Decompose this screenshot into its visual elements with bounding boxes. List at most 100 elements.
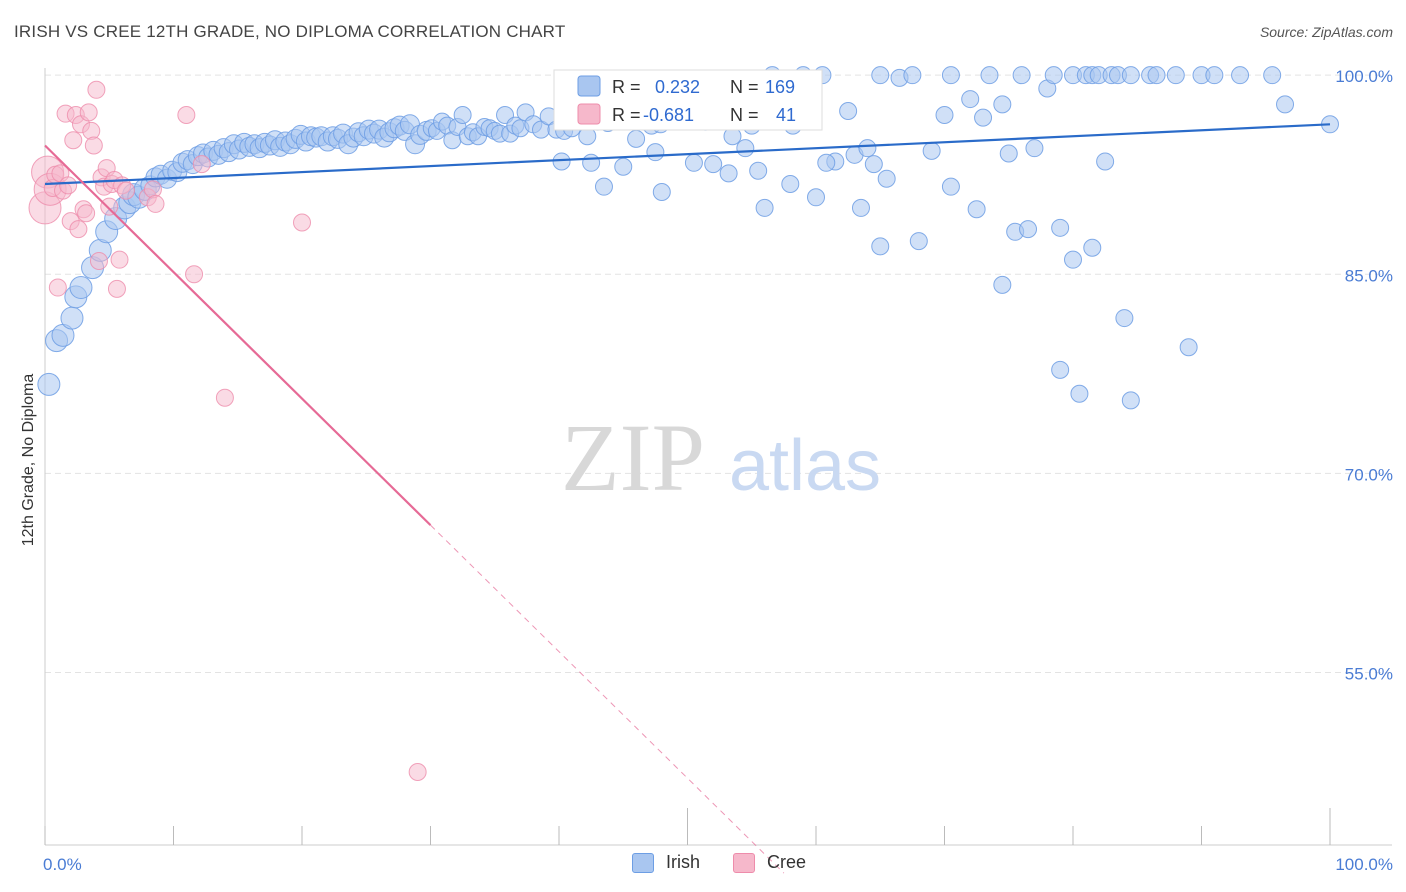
irish-point [1051, 360, 1070, 379]
irish-point [922, 141, 941, 160]
legend-swatch-cree [577, 103, 601, 125]
irish-point [1166, 66, 1185, 85]
irish-point [1083, 238, 1102, 257]
cree-point [64, 131, 83, 150]
irish-point [646, 143, 665, 162]
irish-point [704, 155, 723, 174]
irish-point [903, 66, 922, 85]
y-axis-label: 12th Grade, No Diploma [20, 374, 37, 547]
cree-point [192, 155, 211, 174]
irish-point [719, 164, 738, 183]
irish-trend-line [44, 123, 1331, 186]
cree-point [84, 136, 103, 155]
irish-point [858, 139, 877, 158]
legend-cree-n-value: 41 [776, 105, 796, 125]
irish-point [941, 177, 960, 196]
irish-point [453, 106, 472, 124]
y-tick-label: 100.0% [1335, 67, 1393, 86]
cree-point [48, 278, 67, 297]
cree-trend-line [44, 144, 432, 526]
chart-title: IRISH VS CREE 12TH GRADE, NO DIPLOMA COR… [14, 22, 566, 41]
cree-point [100, 197, 119, 216]
cree-point [408, 763, 427, 781]
irish-point [871, 66, 890, 85]
cree-point [185, 265, 204, 284]
irish-point [60, 306, 84, 330]
irish-point [941, 66, 960, 85]
irish-point [755, 198, 774, 217]
watermark: ZIP atlas [561, 404, 881, 511]
irish-point [627, 129, 646, 148]
cree-point [293, 213, 311, 232]
irish-point [999, 144, 1018, 163]
irish-point [961, 90, 980, 109]
x-tick-label: 100.0% [1335, 855, 1393, 874]
cree-point [215, 388, 234, 407]
irish-point [1019, 220, 1038, 239]
series-swatch-cree [733, 852, 755, 873]
cree-point [143, 180, 162, 199]
trend-lines [44, 123, 1331, 874]
legend-irish-n-label: N = [730, 77, 759, 97]
irish-point [851, 198, 870, 217]
series-legend-irish: Irish [632, 852, 700, 873]
irish-point [1231, 66, 1250, 85]
irish-point [1044, 66, 1063, 85]
legend-cree-r-label: R = [612, 105, 641, 125]
x-tick-label: 0.0% [43, 855, 82, 874]
cree-points [28, 80, 427, 781]
series-legend: Irish Cree [0, 852, 1406, 880]
irish-point [1276, 95, 1295, 114]
irish-point [749, 161, 768, 180]
irish-point [736, 139, 755, 158]
source-credit: Source: ZipAtlas.com [1259, 24, 1393, 40]
irish-point [614, 157, 633, 176]
legend-cree-n-label: N = [730, 105, 759, 125]
irish-point [1070, 384, 1089, 403]
cree-point [89, 252, 108, 270]
stats-legend: R = 0.232 N = 169 R = -0.681 N = 41 [553, 69, 823, 131]
irish-point [967, 200, 986, 219]
cree-point [69, 220, 88, 239]
irish-point [684, 153, 703, 172]
irish-point [864, 155, 883, 174]
irish-point [1205, 66, 1224, 85]
irish-point [817, 153, 836, 172]
irish-point [69, 276, 93, 300]
irish-point [935, 106, 954, 124]
series-legend-cree: Cree [733, 852, 806, 873]
irish-point [1064, 250, 1082, 269]
irish-point [1025, 139, 1044, 158]
legend-cree-r-value: -0.681 [643, 105, 694, 125]
cree-point [77, 204, 96, 223]
series-swatch-irish [632, 852, 654, 873]
series-label-irish: Irish [666, 852, 701, 872]
irish-point [909, 232, 928, 251]
legend-irish-r-value: 0.232 [655, 77, 700, 97]
irish-point [1115, 309, 1134, 328]
cree-point [82, 121, 101, 140]
tick-labels: 100.0% 85.0% 70.0% 55.0% 0.0% 100.0% [43, 67, 1393, 874]
irish-point [594, 177, 613, 196]
irish-point [1179, 338, 1198, 357]
cree-point [110, 250, 129, 269]
axes [44, 68, 1392, 846]
series-label-cree: Cree [767, 852, 807, 872]
irish-point [1121, 391, 1140, 410]
irish-point [993, 95, 1012, 114]
cree-point [177, 106, 196, 124]
y-tick-label: 70.0% [1345, 465, 1393, 484]
y-tick-label: 85.0% [1345, 266, 1393, 285]
cree-point [79, 103, 98, 122]
irish-point [781, 175, 800, 194]
legend-swatch-irish [577, 75, 601, 97]
cree-trend-extension [430, 524, 785, 874]
irish-point [1051, 218, 1070, 237]
irish-point [974, 108, 993, 127]
irish-point [1096, 152, 1115, 171]
watermark-zip: ZIP [561, 404, 705, 511]
irish-point [980, 66, 999, 85]
legend-irish-r-label: R = [612, 77, 641, 97]
irish-point [652, 182, 671, 201]
